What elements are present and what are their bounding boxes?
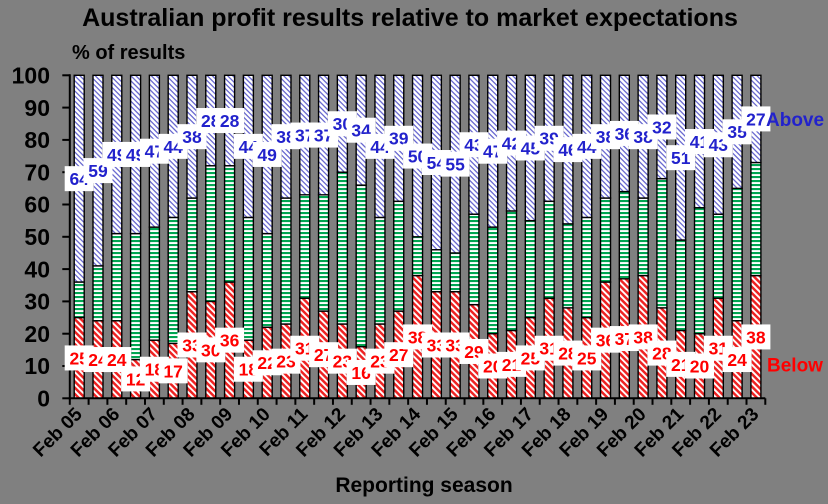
svg-text:55: 55 [445, 155, 465, 175]
svg-text:36: 36 [220, 331, 240, 351]
svg-text:0: 0 [37, 386, 50, 412]
svg-text:20: 20 [24, 321, 50, 347]
svg-text:40: 40 [24, 256, 50, 282]
svg-text:25: 25 [577, 348, 597, 368]
svg-text:17: 17 [163, 361, 182, 381]
svg-text:Below: Below [767, 356, 823, 377]
svg-text:27: 27 [746, 109, 765, 129]
svg-text:Above: Above [766, 110, 824, 131]
svg-text:70: 70 [24, 159, 50, 185]
svg-text:49: 49 [257, 145, 277, 165]
svg-text:32: 32 [652, 117, 672, 137]
svg-text:60: 60 [24, 192, 50, 218]
svg-text:20: 20 [690, 356, 710, 376]
svg-text:10: 10 [24, 353, 50, 379]
svg-text:Australian profit results rela: Australian profit results relative to ma… [82, 4, 738, 32]
svg-text:% of results: % of results [72, 42, 185, 64]
svg-text:24: 24 [107, 350, 127, 370]
svg-text:27: 27 [389, 345, 408, 365]
svg-text:38: 38 [746, 327, 766, 347]
svg-text:100: 100 [12, 63, 50, 89]
svg-text:24: 24 [727, 350, 747, 370]
svg-text:90: 90 [24, 95, 50, 121]
svg-text:80: 80 [24, 127, 50, 153]
svg-text:28: 28 [220, 111, 240, 131]
svg-text:50: 50 [24, 224, 50, 250]
svg-text:Reporting season: Reporting season [335, 474, 512, 497]
svg-text:30: 30 [24, 289, 50, 315]
